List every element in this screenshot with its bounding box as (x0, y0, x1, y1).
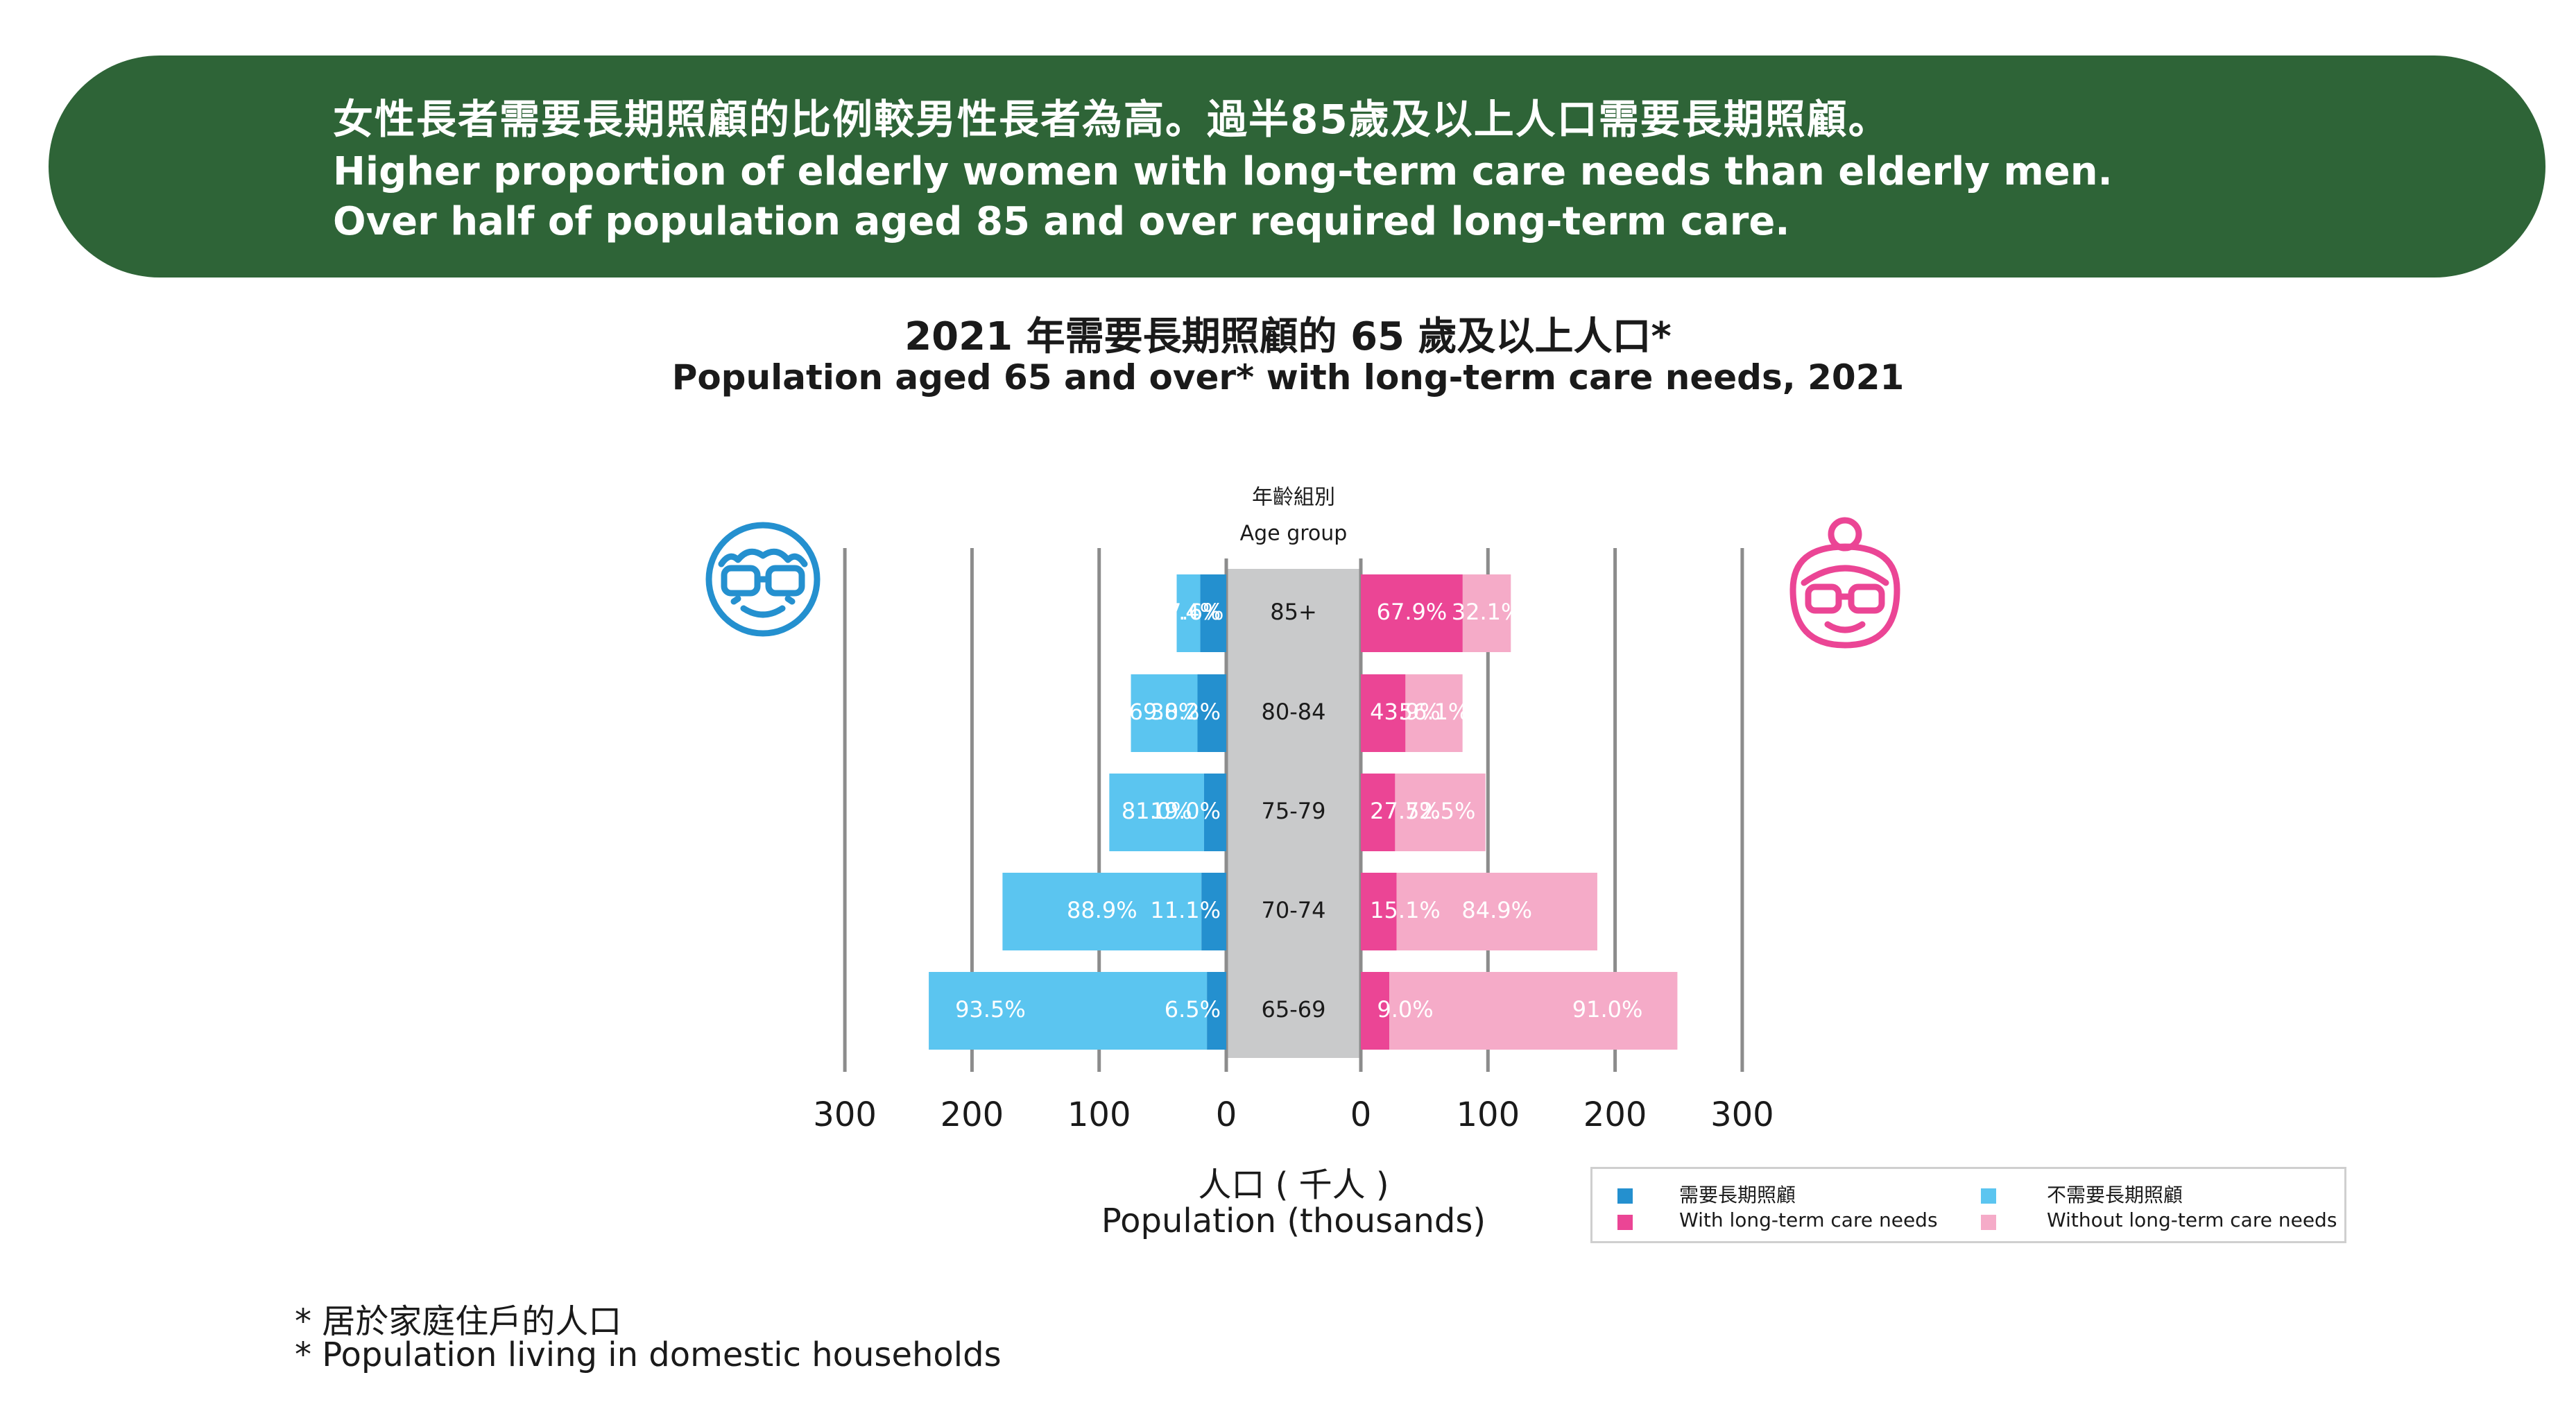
female-with-bar-70-74 (1361, 873, 1397, 950)
age-group-label-80-84: 80-84 (1262, 699, 1326, 725)
x-tick-left-0: 0 (1216, 1095, 1237, 1134)
female-without-label-75-79: 72.5% (1405, 798, 1476, 824)
male-with-label-65-69: 6.5% (1165, 996, 1221, 1023)
female-without-bar-80-84 (1405, 674, 1463, 752)
male-with-bar-70-74 (1201, 873, 1226, 950)
x-tick-left-200: 200 (941, 1095, 1004, 1134)
male-without-bar-75-79 (1109, 774, 1204, 851)
female-without-label-85+: 32.1% (1452, 599, 1522, 625)
headline-en-line2: Over half of population aged 85 and over… (333, 199, 1790, 244)
legend-without-zh: 不需要長期照顧 (2047, 1184, 2183, 1206)
female-without-label-70-74: 84.9% (1461, 897, 1532, 923)
headline-banner: 女性長者需要長期照顧的比例較男性長者為高。過半85歲及以上人口需要長期照顧。 H… (49, 55, 2545, 277)
x-tick-left-100: 100 (1067, 1095, 1131, 1134)
x-tick-right-200: 200 (1583, 1095, 1647, 1134)
male-with-label-75-79: 19.0% (1150, 798, 1221, 824)
legend-with-zh: 需要長期照顧 (1679, 1184, 1796, 1206)
male-without-label-85+: 47.6% (1153, 599, 1224, 625)
female-with-label-85+: 67.9% (1377, 599, 1448, 625)
age-group-header-en: Age group (1240, 522, 1348, 546)
legend-swatch-male-with (1617, 1188, 1633, 1204)
male-without-label-65-69: 93.5% (955, 996, 1026, 1023)
legend-swatch-female-without (1981, 1215, 1996, 1230)
male-without-bar-85+ (1176, 574, 1201, 652)
legend: 需要長期照顧 With long-term care needs 不需要長期照顧… (1590, 1167, 2346, 1243)
female-with-bar-85+ (1361, 574, 1463, 652)
female-with-bar-65-69 (1361, 972, 1390, 1050)
x-tick-left-300: 300 (813, 1095, 877, 1134)
male-with-label-80-84: 30.2% (1150, 699, 1221, 725)
elderly-woman-icon (1789, 517, 1900, 649)
male-without-bar-80-84 (1131, 674, 1198, 752)
legend-without-en: Without long-term care needs (2047, 1209, 2337, 1231)
headline-zh: 女性長者需要長期照顧的比例較男性長者為高。過半85歲及以上人口需要長期照顧。 (333, 96, 1890, 143)
x-axis-label-zh: 人口 ( 千人 ) (1198, 1165, 1389, 1204)
male-with-label-70-74: 11.1% (1150, 897, 1221, 923)
age-group-label-70-74: 70-74 (1262, 897, 1326, 923)
age-group-header-zh: 年齡組別 (1252, 486, 1335, 510)
female-with-label-70-74: 15.1% (1370, 897, 1441, 923)
female-without-label-80-84: 56.1% (1399, 699, 1470, 725)
female-with-bar-75-79 (1361, 774, 1396, 851)
x-tick-right-300: 300 (1710, 1095, 1774, 1134)
x-tick-right-0: 0 (1350, 1095, 1372, 1134)
age-group-column (1226, 569, 1361, 1058)
female-without-label-65-69: 91.0% (1572, 996, 1643, 1023)
male-with-bar-85+ (1200, 574, 1226, 652)
male-without-label-75-79: 81.0% (1122, 798, 1192, 824)
female-with-bar-80-84 (1361, 674, 1406, 752)
legend-swatch-female-with (1617, 1215, 1633, 1230)
male-without-label-80-84: 69.8% (1129, 699, 1200, 725)
chart-title-en: Population aged 65 and over* with long-t… (671, 357, 1905, 398)
female-without-bar-75-79 (1395, 774, 1486, 851)
female-with-label-75-79: 27.5% (1370, 798, 1441, 824)
x-tick-right-100: 100 (1456, 1095, 1520, 1134)
male-without-bar-70-74 (1002, 873, 1202, 950)
male-without-label-70-74: 88.9% (1067, 897, 1137, 923)
age-group-label-65-69: 65-69 (1262, 996, 1326, 1023)
footnote-en: * Population living in domestic househol… (295, 1335, 1002, 1374)
female-with-label-80-84: 43.9% (1370, 699, 1441, 725)
age-group-label-85+: 85+ (1270, 599, 1317, 625)
male-with-bar-75-79 (1203, 774, 1226, 851)
age-group-label-75-79: 75-79 (1262, 798, 1326, 824)
female-without-bar-85+ (1462, 574, 1511, 652)
female-without-bar-70-74 (1396, 873, 1597, 950)
male-with-label-85+: 52.4% (1150, 599, 1221, 625)
legend-swatch-male-without (1981, 1188, 1996, 1204)
chart-title-zh: 2021 年需要長期照顧的 65 歲及以上人口* (904, 314, 1672, 359)
elderly-man-icon (705, 522, 821, 637)
female-without-bar-65-69 (1389, 972, 1678, 1050)
male-without-bar-65-69 (929, 972, 1208, 1050)
footnote-zh: * 居於家庭住戶的人口 (295, 1302, 622, 1341)
male-with-bar-80-84 (1197, 674, 1226, 752)
male-with-bar-65-69 (1207, 972, 1226, 1050)
female-with-label-65-69: 9.0% (1377, 996, 1433, 1023)
x-axis-label-en: Population (thousands) (1101, 1202, 1486, 1240)
legend-with-en: With long-term care needs (1679, 1209, 1938, 1231)
headline-en-line1: Higher proportion of elderly women with … (333, 149, 2113, 194)
